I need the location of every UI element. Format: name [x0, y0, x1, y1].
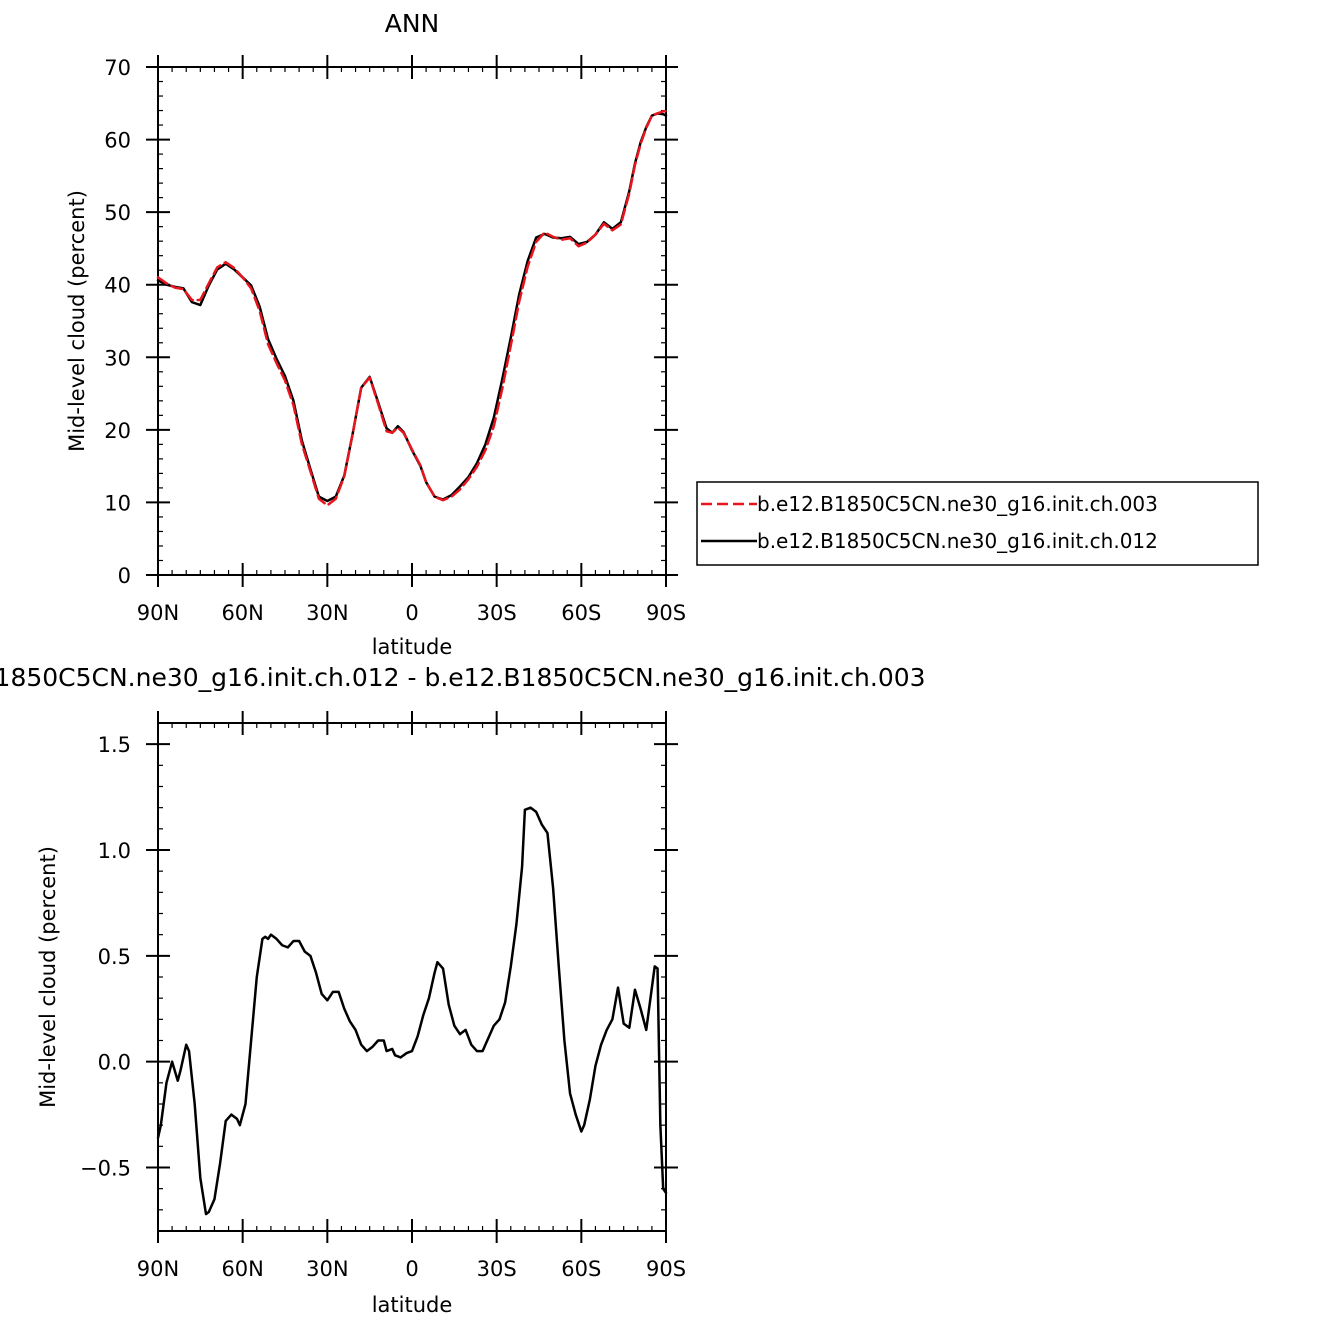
top-y-tick-label: 50	[104, 201, 131, 225]
top-x-tick-label: 30S	[477, 601, 517, 625]
bottom-panel: b.e12.B1850C5CN.ne30_g16.init.ch.012 - b…	[0, 663, 926, 1317]
top-y-tick-label: 70	[104, 56, 131, 80]
top-y-tick-label: 0	[118, 564, 131, 588]
top-y-axis-label: Mid-level cloud (percent)	[65, 190, 89, 452]
top-y-tick-label: 10	[104, 491, 131, 515]
bottom-x-tick-label: 30S	[477, 1257, 517, 1281]
bottom-x-tick-label: 60N	[221, 1257, 263, 1281]
bottom-series-line-0	[156, 806, 668, 1216]
bottom-x-tick-label: 30N	[306, 1257, 348, 1281]
bottom-y-tick-label: 0.0	[98, 1051, 131, 1075]
top-x-tick-label: 90S	[646, 601, 686, 625]
top-x-tick-label: 90N	[137, 601, 179, 625]
legend-label-series-012: b.e12.B1850C5CN.ne30_g16.init.ch.012	[757, 529, 1158, 553]
bottom-chart-title: b.e12.B1850C5CN.ne30_g16.init.ch.012 - b…	[0, 663, 926, 692]
top-chart-title: ANN	[385, 9, 440, 38]
bottom-y-tick-label: 1.0	[98, 839, 131, 863]
top-y-tick-label: 20	[104, 419, 131, 443]
legend-label-series-003: b.e12.B1850C5CN.ne30_g16.init.ch.003	[757, 492, 1158, 516]
bottom-plot-frame	[157, 722, 667, 1232]
top-x-tick-label: 60S	[561, 601, 601, 625]
bottom-x-tick-label: 90N	[137, 1257, 179, 1281]
top-y-tick-label: 60	[104, 129, 131, 153]
bottom-x-tick-label: 90S	[646, 1257, 686, 1281]
bottom-y-axis-label: Mid-level cloud (percent)	[36, 846, 60, 1108]
bottom-y-tick-label: −0.5	[80, 1157, 131, 1181]
top-y-tick-label: 30	[104, 346, 131, 370]
top-panel: ANN 90N 60N 30N 0 30S 60S 90S 0 10 20 30 40 50 60 70 l…	[65, 9, 686, 659]
top-series-line-1	[156, 112, 668, 503]
bottom-y-tick-label: 1.5	[98, 733, 131, 757]
legend-box	[696, 481, 1259, 566]
top-y-tick-label: 40	[104, 274, 131, 298]
legend: b.e12.B1850C5CN.ne30_g16.init.ch.003 b.e…	[696, 481, 1259, 566]
bottom-x-tick-label: 60S	[561, 1257, 601, 1281]
top-x-tick-label: 30N	[306, 601, 348, 625]
top-series-line-0	[156, 110, 668, 507]
top-x-axis-label: latitude	[372, 635, 453, 659]
top-x-tick-label: 60N	[221, 601, 263, 625]
bottom-x-tick-label: 0	[405, 1257, 418, 1281]
bottom-chart-marks: 90N 60N 30N 0 30S 60S 90S −0.5 0.0 0.5 1.0 1.5	[80, 711, 686, 1281]
top-chart-marks: 90N 60N 30N 0 30S 60S 90S 0 10 20 30 40 50 60 70	[104, 55, 686, 625]
top-x-tick-label: 0	[405, 601, 418, 625]
top-plot-frame	[157, 66, 667, 576]
bottom-y-tick-label: 0.5	[98, 945, 131, 969]
bottom-x-axis-label: latitude	[372, 1293, 453, 1317]
